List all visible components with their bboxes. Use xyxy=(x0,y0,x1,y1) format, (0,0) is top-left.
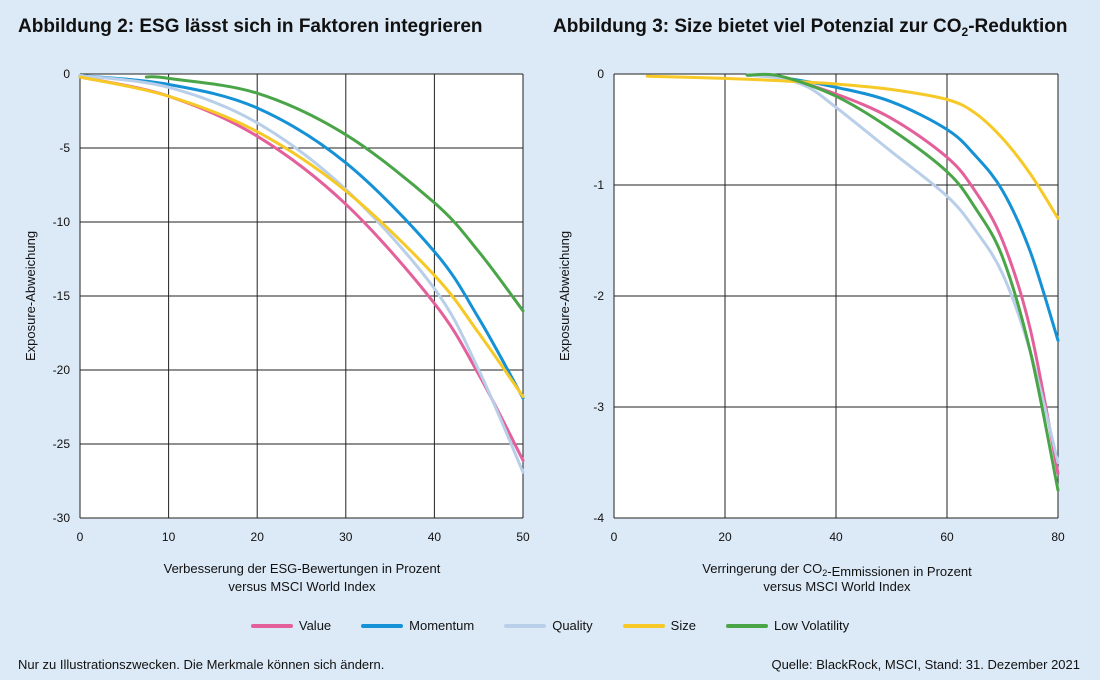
co2-x-tick-label: 0 xyxy=(611,530,618,544)
esg-x-tick-label: 0 xyxy=(77,530,84,544)
esg-y-tick-label: -15 xyxy=(53,289,71,303)
co2-x-tick-label: 60 xyxy=(940,530,954,544)
footer-source: Quelle: BlackRock, MSCI, Stand: 31. Deze… xyxy=(771,657,1080,672)
esg-x-tick-label: 20 xyxy=(251,530,265,544)
esg-y-tick-label: -10 xyxy=(53,215,71,229)
esg-y-tick-label: 0 xyxy=(63,67,70,81)
co2-y-tick-label: 0 xyxy=(597,67,604,81)
co2-series-size xyxy=(645,74,1060,220)
co2-x-axis-title: versus MSCI World Index xyxy=(763,579,911,594)
legend-swatch xyxy=(250,623,293,628)
legend-swatch xyxy=(622,623,665,628)
esg-x-tick-label: 40 xyxy=(428,530,442,544)
co2-x-tick-label: 40 xyxy=(829,530,843,544)
co2-y-axis-title: Exposure-Abweichung xyxy=(557,231,572,361)
legend-item-low-volatility: Low Volatility xyxy=(725,618,850,633)
esg-x-axis-title: Verbesserung der ESG-Bewertungen in Proz… xyxy=(164,561,441,576)
chart-title-esg: Abbildung 2: ESG lässt sich in Faktoren … xyxy=(18,16,483,37)
legend-item-size: Size xyxy=(622,618,696,633)
esg-x-tick-label: 30 xyxy=(339,530,353,544)
legend-label: Low Volatility xyxy=(773,618,850,633)
co2-series-low-volatility xyxy=(745,72,1060,492)
legend-swatch xyxy=(504,623,547,628)
legend-label: Size xyxy=(670,618,696,633)
esg-y-tick-label: -20 xyxy=(53,363,71,377)
co2-x-tick-label: 20 xyxy=(718,530,732,544)
legend-label: Momentum xyxy=(409,618,475,633)
legend-item-quality: Quality xyxy=(504,618,593,633)
legend-swatch xyxy=(361,623,404,628)
legend: Value Momentum Quality Size Low Volatility xyxy=(0,618,1100,633)
esg-series-momentum xyxy=(78,74,525,400)
legend-swatch xyxy=(725,623,768,628)
co2-y-tick-label: -3 xyxy=(593,400,604,414)
co2-y-tick-label: -2 xyxy=(593,289,604,303)
esg-y-tick-label: -30 xyxy=(53,511,71,525)
co2-y-tick-label: -1 xyxy=(593,178,604,192)
legend-item-momentum: Momentum xyxy=(361,618,474,633)
esg-x-tick-label: 50 xyxy=(516,530,530,544)
esg-y-tick-label: -25 xyxy=(53,437,71,451)
legend-label: Value xyxy=(298,618,332,633)
esg-x-tick-label: 10 xyxy=(162,530,176,544)
esg-series-size xyxy=(78,75,525,399)
esg-x-axis-title: versus MSCI World Index xyxy=(228,579,376,594)
co2-x-axis-title: Verringerung der CO2-Emmissionen in Proz… xyxy=(702,561,972,579)
chart-title-co2: Abbildung 3: Size bietet viel Potenzial … xyxy=(553,16,1068,39)
co2-x-tick-label: 80 xyxy=(1051,530,1065,544)
esg-y-axis-title: Exposure-Abweichung xyxy=(23,231,38,361)
esg-y-tick-label: -5 xyxy=(59,141,70,155)
footer-note: Nur zu Illustrationszwecken. Die Merkmal… xyxy=(18,657,385,672)
esg-series-low-volatility xyxy=(144,75,525,313)
co2-y-tick-label: -4 xyxy=(593,511,604,525)
legend-item-value: Value xyxy=(250,618,332,633)
legend-label: Quality xyxy=(552,618,593,633)
